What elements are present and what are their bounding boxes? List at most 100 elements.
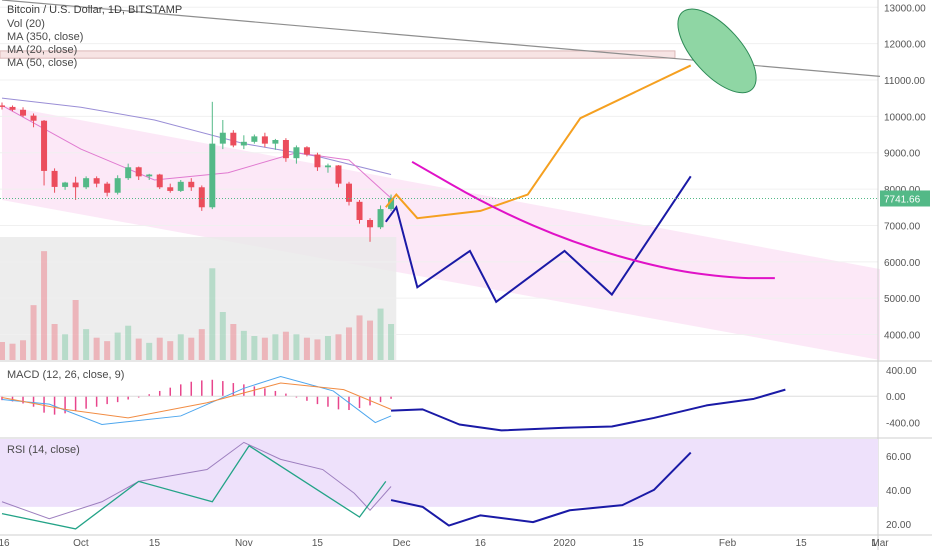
time-tick-label: Mar: [871, 538, 889, 549]
volume-bar: [20, 340, 27, 360]
time-tick-label: 15: [796, 538, 808, 549]
candle-body: [219, 132, 226, 144]
candle-body: [62, 182, 69, 187]
price-tick-label: 5000.00: [884, 294, 921, 305]
macd-tick-label: 400.00: [886, 366, 917, 377]
volume-bar: [272, 334, 279, 360]
volume-bar: [156, 337, 163, 360]
time-tick-label: Nov: [235, 538, 253, 549]
volume-bar: [0, 342, 5, 360]
volume-bar: [240, 330, 247, 360]
volume-bar: [303, 337, 310, 360]
price-tick-label: 7000.00: [884, 221, 921, 232]
macd-tick-label: -400.00: [886, 419, 920, 430]
price-tick-label: 10000.00: [884, 112, 926, 123]
volume-bar: [345, 327, 352, 360]
macd-tick-label: 0.00: [886, 392, 906, 403]
candle-body: [272, 140, 279, 144]
candle-body: [20, 109, 27, 116]
candle-body: [367, 220, 374, 228]
time-tick-label: 16: [475, 538, 487, 549]
volume-bar: [146, 342, 153, 360]
time-tick-label: Dec: [393, 538, 411, 549]
volume-bar: [198, 329, 205, 360]
volume-bar: [282, 331, 289, 360]
macd-projection: [391, 388, 786, 432]
candle-body: [125, 167, 132, 179]
chart-title: Bitcoin / U.S. Dollar, 1D, BITSTAMP: [7, 4, 183, 16]
volume-bar: [388, 324, 395, 360]
candle-body: [83, 178, 90, 188]
candle-body: [93, 178, 100, 184]
candle-body: [9, 106, 16, 110]
moving-average-line: [1, 105, 392, 199]
volume-bar: [167, 341, 174, 360]
macd-pane-label: MACD (12, 26, close, 9): [7, 369, 125, 381]
candle-body: [167, 187, 174, 191]
candle-body: [293, 147, 300, 159]
volume-bar: [93, 337, 100, 360]
projection-main: [384, 175, 692, 304]
volume-bar: [261, 337, 268, 360]
volume-bar: [377, 308, 384, 360]
time-tick-label: Feb: [719, 538, 737, 549]
rsi-pane-label: RSI (14, close): [7, 444, 80, 456]
volume-bar: [367, 320, 374, 360]
volume-bar: [62, 334, 69, 360]
candle-body: [335, 165, 342, 184]
indicator-ma-50: MA (50, close): [7, 57, 78, 69]
volume-bar: [314, 339, 321, 360]
time-tick-label: 15: [312, 538, 324, 549]
target-zone: [677, 8, 757, 94]
candle-body: [72, 182, 79, 188]
volume-bar: [219, 312, 226, 360]
candle-body: [240, 141, 247, 146]
rsi-band: [0, 439, 878, 507]
candle-body: [282, 140, 289, 159]
candle-body: [0, 105, 5, 107]
volume-bar: [356, 315, 363, 360]
price-tick-label: 6000.00: [884, 258, 921, 269]
candle-body: [114, 178, 121, 193]
macd-line: [1, 375, 392, 426]
descending-channel: [2, 105, 880, 360]
candle-body: [135, 167, 142, 177]
candle-body: [356, 201, 363, 220]
macd-signal-line: [1, 382, 392, 419]
volume-bar: [230, 324, 237, 360]
candle-body: [377, 209, 384, 228]
volume-bar: [135, 338, 142, 360]
price-tick-label: 13000.00: [884, 3, 926, 14]
projection-bull: [385, 64, 692, 220]
rsi-tick-label: 20.00: [886, 520, 911, 531]
volume-bar: [104, 341, 111, 360]
volume-bar: [30, 305, 37, 360]
rsi-projection: [390, 451, 692, 527]
candle-body: [388, 198, 395, 210]
time-tick-label: Oct: [73, 538, 89, 549]
indicator-ma-350: MA (350, close): [7, 31, 84, 43]
volume-bar: [293, 334, 300, 360]
rsi-trend-line: [1, 444, 387, 530]
volume-bar: [114, 332, 121, 360]
price-tick-label: 4000.00: [884, 331, 921, 342]
candle-body: [188, 181, 195, 188]
candle-body: [324, 165, 331, 168]
volume-bar: [72, 300, 79, 360]
candle-body: [230, 132, 237, 146]
candle-body: [104, 183, 111, 193]
rsi-tick-label: 40.00: [886, 486, 911, 497]
indicator-volume: Vol (20): [7, 18, 45, 30]
time-tick-label: 1: [871, 538, 877, 549]
volume-bar: [9, 343, 16, 360]
volume-bar: [51, 324, 58, 360]
time-tick-label: 15: [149, 538, 161, 549]
volume-bar: [125, 325, 132, 360]
volume-bar: [251, 336, 258, 360]
candle-body: [251, 136, 258, 142]
rsi-line: [1, 441, 392, 520]
volume-bar: [335, 334, 342, 360]
volume-bar: [41, 251, 48, 360]
current-price-tag: [880, 190, 930, 207]
